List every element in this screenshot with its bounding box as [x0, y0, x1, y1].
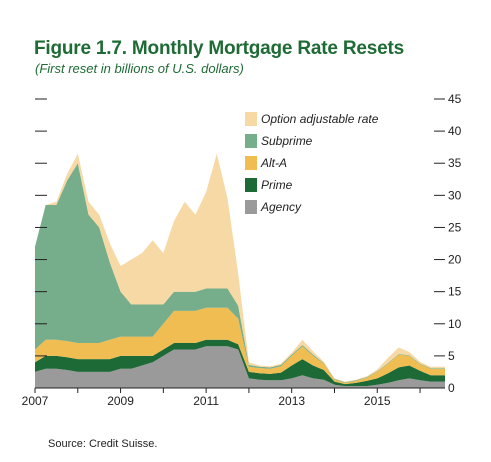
- legend-label-subprime: Subprime: [261, 134, 313, 148]
- area-option-adjustable-rate: [35, 153, 445, 383]
- area-subprime: [35, 163, 445, 383]
- y-tick-label: 35: [448, 156, 462, 170]
- y-tick-label: 25: [448, 220, 462, 234]
- y-tick-label: 0: [448, 381, 455, 395]
- x-tick-label: 2007: [22, 394, 49, 408]
- axes: 0 5 10 15 20 25 30 35 40 45 2007 2009 2011 2013 2015: [22, 92, 462, 408]
- x-tick-label: 2013: [278, 394, 305, 408]
- source-note: Source: Credit Suisse.: [48, 438, 158, 450]
- y-tick-label: 45: [448, 92, 462, 106]
- y-tick-label: 30: [448, 188, 462, 202]
- y-tick-label: 20: [448, 253, 462, 267]
- y-tick-label: 10: [448, 317, 462, 331]
- area-alt-a: [35, 307, 445, 385]
- legend-label-alt-a: Alt-A: [260, 156, 287, 170]
- y-tick-label: 5: [448, 349, 455, 363]
- legend-label-prime: Prime: [261, 178, 293, 192]
- legend-swatch-alt-a: [245, 156, 257, 170]
- x-tick-label: 2009: [107, 394, 134, 408]
- legend-swatch-agency: [245, 200, 257, 214]
- legend-swatch-option-adjustable-rate: [245, 112, 257, 126]
- legend-label-agency: Agency: [260, 200, 302, 214]
- y-tick-label: 40: [448, 124, 462, 138]
- x-tick-label: 2011: [193, 394, 219, 408]
- y-tick-label: 15: [448, 285, 462, 299]
- x-tick-label: 2015: [364, 394, 391, 408]
- chart-subtitle: (First reset in billions of U.S. dollars…: [35, 61, 244, 76]
- legend-swatch-subprime: [245, 134, 257, 148]
- legend-swatch-prime: [245, 178, 257, 192]
- chart-title: Figure 1.7. Monthly Mortgage Rate Resets: [34, 38, 404, 59]
- stacked-areas: [35, 153, 445, 388]
- area-agency: [35, 346, 445, 388]
- legend: Option adjustable rate Subprime Alt-A Prime…: [245, 112, 379, 214]
- area-prime: [35, 339, 445, 387]
- legend-label-option-adjustable-rate: Option adjustable rate: [261, 112, 379, 126]
